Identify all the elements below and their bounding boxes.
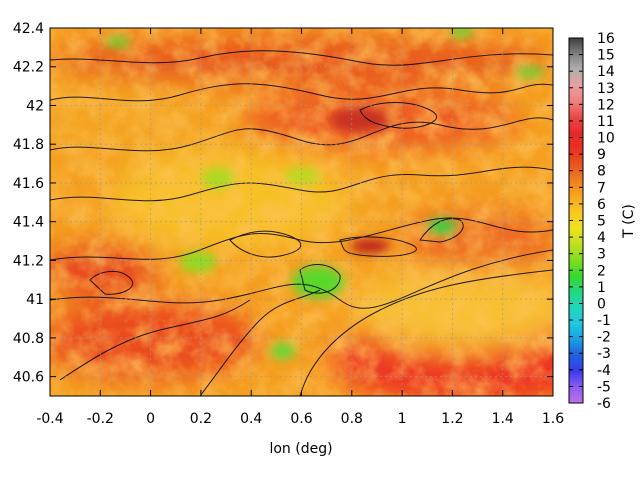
x-axis-label: lon (deg): [269, 441, 332, 457]
grid-lines: [50, 28, 553, 396]
x-tick-label: -0.2: [87, 411, 114, 427]
colorbar-tick-label: -6: [597, 396, 611, 412]
colorbar-tick-label: 9: [597, 147, 606, 163]
colorbar-tick-label: -2: [597, 330, 611, 346]
colorbar-tick-label: 2: [597, 263, 606, 279]
y-tick-label: 42: [26, 98, 44, 114]
y-axis: 40.6 40.8 41 41.2 41.4 41.6 41.8 42 42.2 42.4: [13, 21, 553, 386]
colorbar-label: T (C): [621, 204, 637, 239]
colorbar-tick-label: 0: [597, 296, 606, 312]
y-tick-label: 40.6: [13, 370, 44, 386]
colorbar-tick-label: 5: [597, 214, 606, 230]
colorbar-tick-label: 14: [597, 64, 615, 80]
colorbar-tick-label: 7: [597, 180, 606, 196]
x-tick-label: 0.4: [240, 411, 262, 427]
y-tick-label: 42.4: [13, 21, 44, 37]
x-tick-label: 1.4: [492, 411, 514, 427]
y-tick-label: 42.2: [13, 60, 44, 76]
y-tick-label: 41.4: [13, 215, 44, 231]
colorbar-tick-label: 13: [597, 81, 615, 97]
x-tick-label: 0.2: [190, 411, 212, 427]
plot-area: [50, 28, 553, 396]
x-tick-label: 1.2: [441, 411, 463, 427]
colorbar-tick-label: -4: [597, 363, 611, 379]
colorbar-tick-label: 11: [597, 114, 615, 130]
x-tick-label: 1: [398, 411, 407, 427]
colorbar-tick-label: 8: [597, 164, 606, 180]
x-tick-label: -0.4: [36, 411, 63, 427]
x-tick-label: 0: [146, 411, 155, 427]
y-tick-label: 40.8: [13, 331, 44, 347]
colorbar-tick-label: 1: [597, 280, 606, 296]
colorbar-tick-label: 6: [597, 197, 606, 213]
y-tick-label: 41.6: [13, 176, 44, 192]
x-tick-label: 0.6: [290, 411, 312, 427]
y-tick-label: 41.8: [13, 137, 44, 153]
x-tick-label: 1.6: [542, 411, 564, 427]
colorbar-tick-label: 3: [597, 247, 606, 263]
cold-pockets: [106, 28, 544, 359]
colorbar-tick-label: -5: [597, 379, 611, 395]
y-tick-label: 41: [26, 292, 44, 308]
colorbar-tick-label: 10: [597, 131, 615, 147]
y-tick-label: 41.2: [13, 253, 44, 269]
x-tick-label: 0.8: [341, 411, 363, 427]
colorbar-tick-label: 4: [597, 230, 606, 246]
colorbar-tick-label: -3: [597, 346, 611, 362]
x-axis: -0.4 -0.2 0 0.2 0.4 0.6 0.8 1 1.2 1.4 1.6: [36, 28, 564, 427]
colorbar-tick-label: 16: [597, 31, 615, 47]
colorbar-tick-label: -1: [597, 313, 611, 329]
colorbar-tick-label: 12: [597, 97, 615, 113]
colorbar-tick-label: 15: [597, 48, 615, 64]
